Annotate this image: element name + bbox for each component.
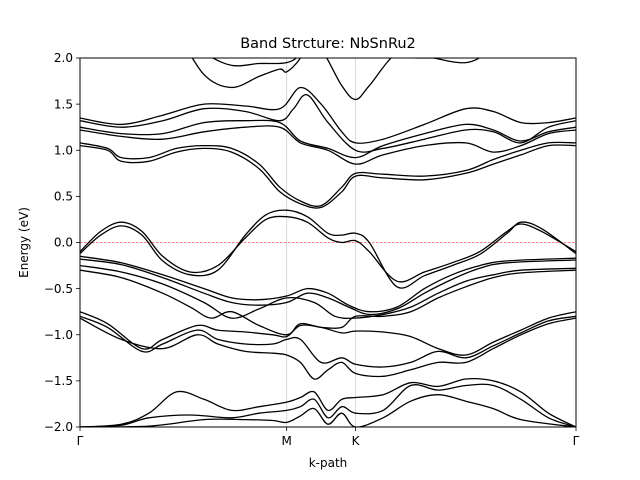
band-line-4	[80, 315, 576, 368]
bands	[80, 58, 576, 427]
x-tick-label-2: K	[352, 434, 361, 448]
band-line-5	[80, 317, 576, 380]
x-tick-label-1: M	[281, 434, 291, 448]
chart-title: Band Strcture: NbSnRu2	[240, 36, 416, 52]
band-line-1	[80, 383, 576, 427]
y-tick-label-5: 0.5	[54, 190, 73, 204]
band-line-8	[80, 255, 576, 313]
band-line-9	[80, 258, 576, 316]
band-line-20	[326, 58, 481, 101]
band-line-18	[191, 58, 302, 89]
band-line-16	[80, 94, 576, 153]
band-line-14	[80, 125, 576, 165]
y-tick-label-1: −1.5	[44, 374, 73, 388]
band-line-12	[80, 144, 576, 209]
band-line-2	[80, 394, 576, 427]
band-line-0	[80, 377, 576, 427]
y-tick-label-8: 2.0	[54, 51, 73, 65]
band-line-13	[80, 141, 576, 207]
x-axis-label: k-path	[309, 456, 348, 470]
band-line-7	[80, 269, 576, 336]
y-axis-label: Energy (eV)	[17, 207, 31, 278]
kpoint-gridlines	[286, 58, 356, 427]
x-tick-label-3: Γ	[573, 434, 580, 448]
y-tick-label-2: −1.0	[44, 328, 73, 342]
band-line-10	[80, 215, 576, 283]
band-line-15	[80, 119, 576, 159]
band-line-19	[211, 58, 298, 67]
y-tick-label-6: 1.0	[54, 143, 73, 157]
y-tick-label-4: 0.0	[54, 236, 73, 250]
y-tick-label-0: −2.0	[44, 420, 73, 434]
y-axis-ticks: −2.0 −1.5 −1.0 −0.5 0.0 0.5 1.0 1.5 2.0	[44, 51, 80, 434]
x-tick-label-0: Γ	[77, 434, 84, 448]
band-line-6	[80, 264, 576, 320]
y-tick-label-7: 1.5	[54, 97, 73, 111]
band-line-17	[80, 86, 576, 144]
y-tick-label-3: −0.5	[44, 282, 73, 296]
band-line-11	[80, 209, 576, 289]
